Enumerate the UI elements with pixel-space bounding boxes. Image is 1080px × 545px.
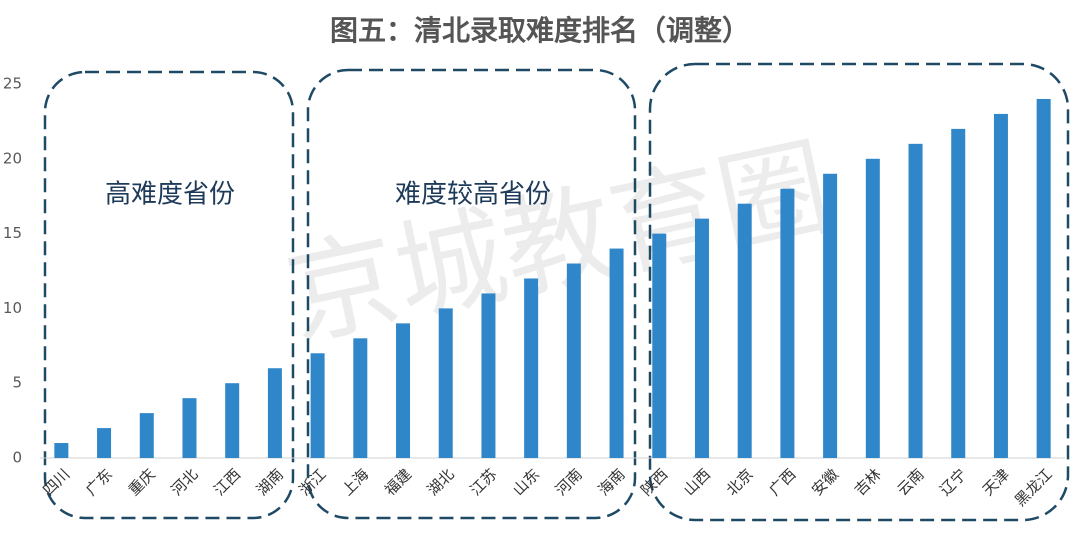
bar [993,113,1008,459]
bar [609,248,624,458]
bar [310,353,325,458]
bar [438,308,453,458]
annotation: 难度较高省份 [395,180,551,210]
bar [908,143,923,458]
bar [524,278,539,458]
bar [182,398,197,458]
bar [396,323,411,458]
bar [97,428,112,458]
bar [737,203,752,458]
bar [225,383,240,458]
bar [139,413,154,458]
group-box [306,68,637,520]
bar [566,263,581,458]
y-tick-label: 15 [3,224,22,242]
bar [481,293,496,458]
y-tick-label: 10 [3,299,22,317]
group-box [648,62,1070,522]
y-tick-label: 20 [3,149,22,167]
y-tick-label: 5 [12,374,22,392]
bar [1036,98,1051,459]
chart-title: 图五：清北录取难度排名（调整） [330,14,750,47]
bar [267,368,282,458]
group-box [43,70,295,520]
bar [823,173,838,458]
bar [694,218,709,458]
bar [353,338,368,458]
y-tick-label: 0 [12,449,22,467]
bar [54,443,69,458]
bar [780,188,795,458]
bar [951,128,966,458]
bar [652,233,667,458]
annotation: 高难度省份 [105,180,235,210]
bar [865,158,880,459]
y-tick-label: 25 [3,75,22,93]
